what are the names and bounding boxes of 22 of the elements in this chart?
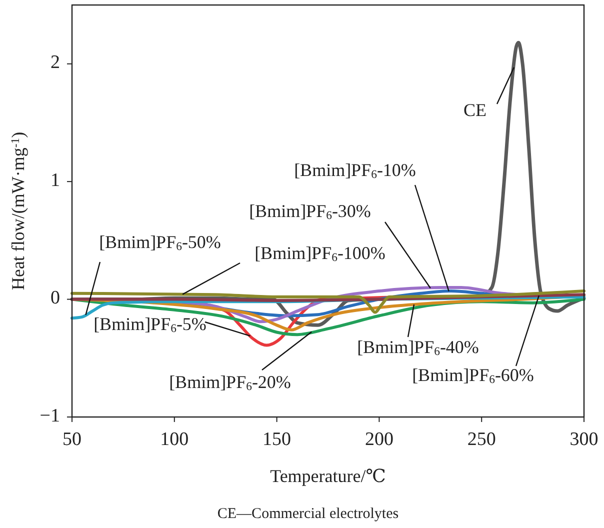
y-tick-label: −1 [40, 405, 60, 426]
text: [Bmim]PF$_{6}$-10% [294, 160, 416, 182]
x-tick-label: 200 [364, 429, 394, 450]
text: [Bmim]PF$_{6}$-60% [412, 365, 534, 386]
x-tick-label: 300 [570, 429, 598, 450]
x-tick-label: 150 [262, 429, 292, 450]
x-tick-label: 50 [62, 429, 82, 450]
text: [Bmim]PF$_{6}$-30% [249, 201, 371, 222]
series-label: [Bmim]PF$_{6}$-100% [254, 243, 386, 264]
x-tick-label: 100 [160, 429, 189, 450]
series-label: [Bmim]PF$_{6}$-5% [94, 314, 206, 336]
text: [Bmim]PF$_{6}$-50% [99, 232, 221, 254]
text: [Bmim]PF$_{6}$-20% [169, 372, 291, 394]
y-tick-label: 1 [50, 170, 60, 191]
series-label: [Bmim]PF$_{6}$-40% [357, 337, 479, 358]
x-axis-title: Temperature/℃ [270, 466, 386, 486]
y-tick-label: 0 [50, 288, 60, 309]
series-label: CE [463, 100, 487, 120]
y-tick-label: 2 [50, 52, 60, 74]
text: CE—Commercial electrolytes [217, 506, 399, 522]
x-tick-label: 250 [467, 429, 496, 450]
line-series [70, 290, 586, 314]
